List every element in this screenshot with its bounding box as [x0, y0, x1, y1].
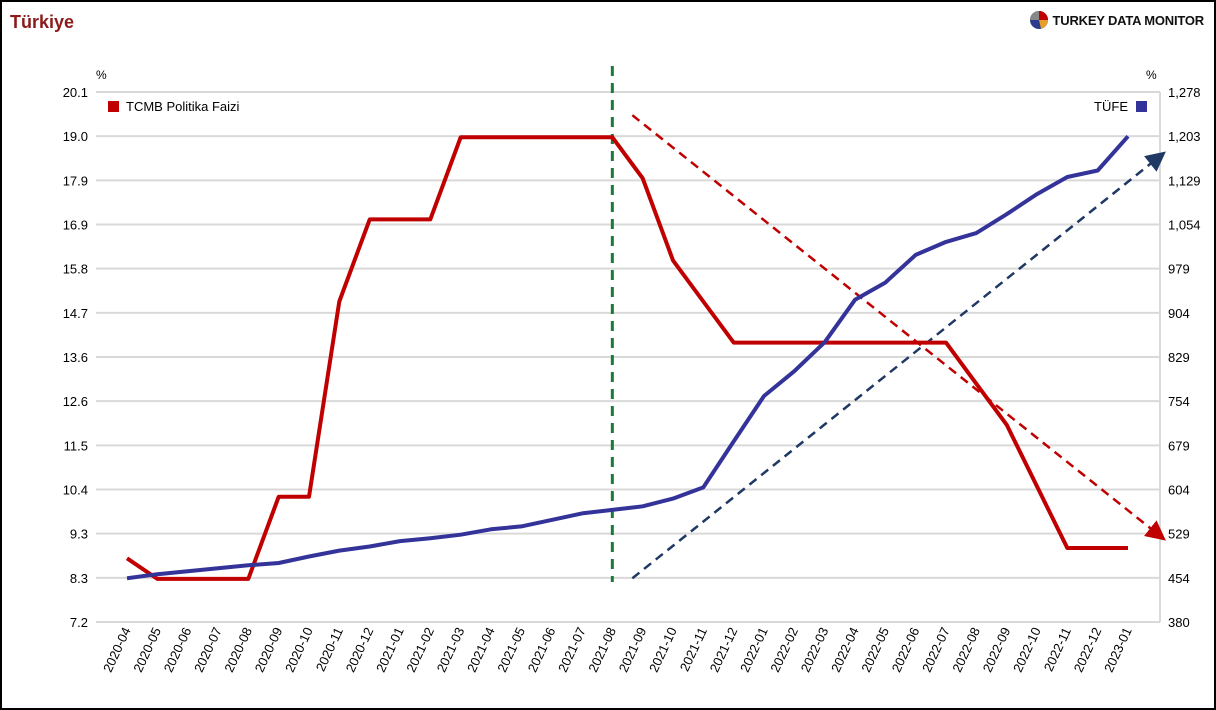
x-axis-ticks: 2020-042020-052020-062020-072020-082020-…	[100, 625, 1135, 675]
x-tick-label: 2022-12	[1071, 625, 1105, 675]
x-tick-label: 2022-09	[980, 625, 1014, 675]
x-tick-label: 2021-11	[677, 625, 710, 674]
right-tick-label: 454	[1168, 571, 1190, 586]
pie-logo-icon	[1029, 11, 1048, 29]
x-tick-label: 2021-05	[494, 625, 528, 675]
left-tick-label: 16.9	[63, 218, 88, 233]
x-tick-label: 2020-09	[252, 625, 286, 675]
left-tick-label: 17.9	[63, 173, 88, 188]
left-tick-label: 20.1	[63, 85, 88, 100]
series-lines	[125, 134, 1130, 581]
left-tick-label: 7.2	[70, 615, 88, 630]
legend: TCMB Politika Faizi TÜFE	[108, 99, 1147, 114]
x-tick-label: 2022-08	[949, 625, 983, 675]
x-tick-label: 2023-01	[1101, 625, 1135, 675]
x-tick-label: 2021-09	[616, 625, 650, 675]
x-tick-label: 2021-07	[555, 625, 589, 675]
right-axis-unit: %	[1146, 68, 1157, 82]
x-tick-label: 2021-02	[403, 625, 437, 675]
right-tick-label: 754	[1168, 394, 1190, 409]
x-tick-label: 2020-10	[282, 625, 316, 675]
right-tick-label: 679	[1168, 438, 1190, 453]
brand-name: TURKEY DATA MONITOR	[1052, 12, 1205, 28]
left-tick-label: 11.5	[64, 438, 88, 453]
right-tick-label: 604	[1168, 483, 1190, 498]
x-tick-label: 2021-03	[434, 625, 468, 675]
downtrend-arrow	[631, 114, 1166, 541]
right-tick-label: 1,278	[1168, 85, 1201, 100]
x-tick-label: 2021-10	[646, 625, 680, 675]
left-axis-ticks: 20.1 19.0 17.9 16.9 15.8 14.7 13.6 12.6 11.5 10.4…	[63, 85, 88, 630]
right-tick-label: 529	[1168, 527, 1190, 542]
series-line-cpi	[126, 134, 1130, 581]
x-tick-label: 2022-05	[858, 625, 892, 675]
x-tick-label: 2021-01	[373, 625, 407, 675]
right-axis-ticks: 1,278 1,203 1,129 1,054 979 904 829 754 679 604 52…	[1168, 85, 1201, 630]
left-tick-label: 10.4	[63, 483, 88, 498]
series-line-policy-rate	[125, 135, 1128, 581]
x-tick-label: 2022-10	[1010, 625, 1044, 675]
left-tick-label: 13.6	[63, 350, 88, 365]
left-tick-label: 12.6	[63, 394, 88, 409]
x-tick-label: 2022-07	[919, 625, 953, 675]
right-tick-label: 380	[1168, 615, 1190, 630]
left-tick-label: 9.3	[70, 527, 88, 542]
x-tick-label: 2020-08	[221, 625, 255, 675]
left-tick-label: 8.3	[70, 571, 88, 586]
x-tick-label: 2020-07	[191, 625, 225, 675]
x-tick-label: 2022-02	[767, 625, 801, 675]
legend-label-cpi: TÜFE	[1094, 99, 1128, 114]
country-title: Türkiye	[10, 12, 75, 32]
x-tick-label: 2022-06	[889, 625, 923, 675]
grid-lines	[96, 91, 1161, 623]
x-tick-label: 2020-12	[343, 625, 377, 675]
legend-swatch-policy-rate	[108, 101, 119, 112]
x-tick-label: 2021-04	[464, 625, 498, 675]
right-tick-label: 1,129	[1168, 173, 1201, 188]
x-tick-label: 2020-05	[130, 625, 164, 675]
right-tick-label: 829	[1168, 350, 1190, 365]
right-tick-label: 979	[1168, 262, 1190, 277]
x-tick-label: 2022-01	[737, 625, 771, 675]
left-tick-label: 19.0	[63, 129, 88, 144]
x-tick-label: 2021-06	[525, 625, 559, 675]
right-tick-label: 1,054	[1168, 218, 1201, 233]
left-axis-unit: %	[96, 68, 107, 82]
x-tick-label: 2022-03	[798, 625, 832, 675]
x-tick-label: 2020-11	[313, 625, 346, 674]
legend-label-policy-rate: TCMB Politika Faizi	[126, 99, 240, 114]
right-tick-label: 904	[1168, 306, 1190, 321]
x-tick-label: 2020-06	[161, 625, 195, 675]
brand-logo: TURKEY DATA MONITOR	[1029, 10, 1204, 30]
x-tick-label: 2020-04	[100, 625, 134, 675]
right-tick-label: 1,203	[1168, 129, 1201, 144]
x-tick-label: 2021-08	[585, 625, 619, 675]
x-tick-label: 2022-11	[1041, 625, 1074, 674]
left-tick-label: 14.7	[63, 306, 88, 321]
x-tick-label: 2021-12	[707, 625, 741, 675]
uptrend-arrow	[631, 151, 1166, 580]
annotations	[610, 66, 1166, 582]
left-tick-label: 15.8	[63, 262, 88, 277]
x-tick-label: 2022-04	[828, 625, 862, 675]
legend-swatch-cpi	[1136, 101, 1147, 112]
